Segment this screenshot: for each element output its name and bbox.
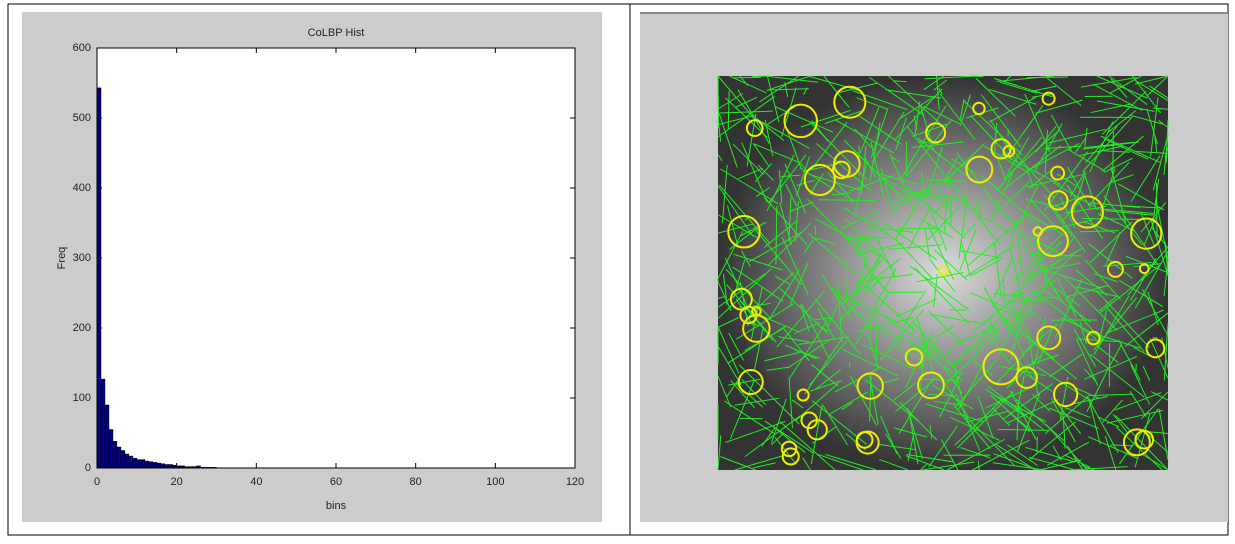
feature-line (1003, 279, 1004, 302)
bar (177, 466, 181, 468)
bar (189, 467, 193, 468)
bar (157, 463, 161, 468)
bar (201, 467, 205, 468)
y-tick-label: 0 (85, 462, 91, 474)
keypoint-image (718, 76, 1168, 470)
y-tick-label: 100 (73, 392, 91, 404)
y-tick-label: 500 (73, 112, 91, 124)
bar (169, 465, 173, 469)
feature-line (815, 225, 816, 235)
bar (165, 465, 169, 469)
y-tick-label: 300 (73, 252, 91, 264)
bar (133, 458, 137, 468)
x-tick-label: 0 (94, 476, 100, 488)
chart-title: CoLBP Hist (308, 27, 365, 39)
x-tick-label: 60 (330, 476, 342, 488)
feature-line (752, 76, 766, 77)
bar (185, 467, 189, 468)
feature-line (819, 200, 875, 201)
y-axis-label: Freq (56, 247, 68, 270)
figure: CoLBP Hist bins Freq 0 20 40 60 80 100 120 0 100… (0, 0, 1235, 539)
bar (173, 465, 177, 468)
bar (125, 454, 129, 468)
bar (193, 467, 197, 468)
x-axis-label: bins (326, 500, 347, 512)
bar (181, 466, 185, 468)
bar (209, 467, 213, 468)
bar (153, 462, 157, 468)
x-tick-label: 20 (171, 476, 183, 488)
bar (213, 467, 217, 468)
bar (141, 460, 145, 468)
bar (121, 451, 125, 469)
bar (161, 464, 165, 468)
bar (113, 441, 117, 468)
y-tick-label: 400 (73, 182, 91, 194)
x-tick-label: 80 (410, 476, 422, 488)
plot-area (97, 48, 575, 468)
bar (101, 379, 105, 468)
bar (205, 467, 209, 468)
bar (197, 466, 201, 468)
bar (145, 461, 149, 468)
bar (117, 447, 121, 468)
bar (97, 88, 101, 468)
bar (109, 430, 113, 469)
y-tick-label: 200 (73, 322, 91, 334)
bar (105, 405, 109, 468)
bar (129, 456, 133, 468)
bar (137, 460, 141, 468)
feature-line (893, 81, 906, 82)
x-tick-label: 40 (250, 476, 262, 488)
x-tick-label: 100 (486, 476, 504, 488)
y-tick-label: 600 (73, 42, 91, 54)
x-tick-label: 120 (566, 476, 584, 488)
bar (149, 462, 153, 468)
